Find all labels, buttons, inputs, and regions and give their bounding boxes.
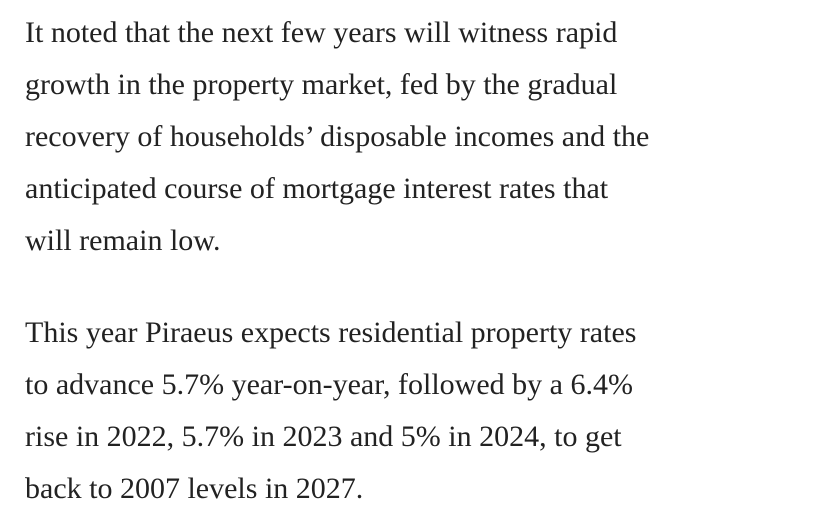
article-paragraph: This year Piraeus expects residential pr… xyxy=(25,307,821,515)
paragraph-line: growth in the property market, fed by th… xyxy=(25,68,618,101)
paragraph-line: back to 2007 levels in 2027. xyxy=(25,472,364,505)
paragraph-line: It noted that the next few years will wi… xyxy=(25,16,618,49)
paragraph-line: anticipated course of mortgage interest … xyxy=(25,172,609,205)
paragraph-line: This year Piraeus expects residential pr… xyxy=(25,316,637,349)
paragraph-line: to advance 5.7% year-on-year, followed b… xyxy=(25,368,633,401)
paragraph-line: recovery of households’ disposable incom… xyxy=(25,120,650,153)
paragraph-line: will remain low. xyxy=(25,224,221,257)
article-paragraph: It noted that the next few years will wi… xyxy=(25,7,821,267)
paragraph-line: rise in 2022, 5.7% in 2023 and 5% in 202… xyxy=(25,420,622,453)
